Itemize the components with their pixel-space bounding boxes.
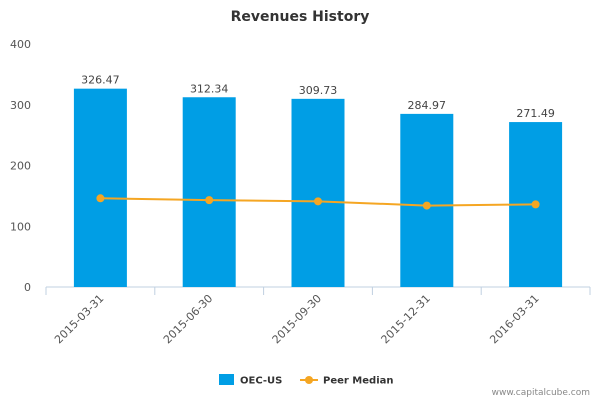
- legend: OEC-US Peer Median: [219, 374, 394, 387]
- x-tick-label: 2015-12-31: [379, 292, 433, 346]
- peer-median-point: [314, 197, 322, 206]
- bar-oec-us: [73, 88, 127, 288]
- peer-median-point: [422, 201, 431, 210]
- x-tick-label: 2015-09-30: [270, 292, 324, 346]
- y-tick-label: 0: [24, 281, 31, 294]
- x-tick-label: 2015-06-30: [161, 292, 215, 346]
- bar-value-label: 271.49: [516, 107, 555, 120]
- y-tick-label: 400: [10, 38, 31, 51]
- bar-value-label: 312.34: [190, 82, 229, 95]
- x-tick-label: 2015-03-31: [52, 292, 106, 346]
- legend-label-oec-us: OEC-US: [240, 376, 282, 387]
- line-series-peer-median: [96, 194, 540, 210]
- legend-label-peer-median: Peer Median: [323, 376, 394, 387]
- bar-oec-us: [291, 98, 345, 288]
- bar-series-oec-us: [73, 88, 563, 288]
- legend-marker-peer-median: [305, 376, 313, 384]
- bar-value-label: 284.97: [408, 99, 447, 112]
- chart-title: Revenues History: [231, 9, 370, 25]
- x-axis: 2015-03-31 2015-06-30 2015-09-30 2015-12-31…: [45, 286, 591, 346]
- bar-value-label: 326.47: [81, 74, 120, 87]
- y-axis: 0 100 200 300 400: [10, 38, 31, 294]
- x-tick-label: 2016-03-31: [487, 292, 541, 346]
- y-tick-label: 200: [10, 160, 31, 173]
- bar-value-label: 309.73: [299, 84, 338, 97]
- legend-swatch-oec-us: [219, 374, 234, 385]
- peer-median-point: [205, 196, 214, 205]
- bar-oec-us: [182, 97, 236, 287]
- bar-oec-us: [400, 113, 454, 287]
- watermark: www.capitalcube.com: [492, 388, 590, 398]
- y-tick-label: 300: [10, 99, 31, 112]
- y-tick-label: 100: [10, 220, 31, 233]
- peer-median-point: [531, 200, 540, 209]
- peer-median-point: [96, 194, 105, 203]
- bar-value-labels: 326.47 312.34 309.73 284.97 271.49: [81, 74, 555, 120]
